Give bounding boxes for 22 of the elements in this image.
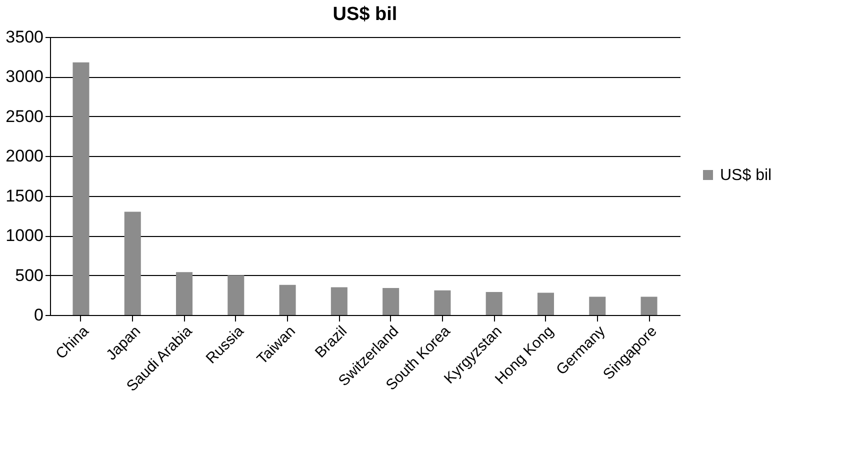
bar	[228, 275, 244, 315]
bar	[640, 296, 658, 315]
bar	[279, 284, 296, 315]
bar	[589, 296, 606, 315]
y-tick-label: 1000	[6, 226, 44, 246]
y-tick-label: 3000	[6, 67, 44, 86]
y-tick-label: 1500	[6, 186, 44, 206]
bar	[382, 288, 400, 315]
y-tick-label: 0	[34, 306, 44, 324]
bar	[124, 212, 141, 315]
legend-label: US$ bil	[720, 167, 772, 184]
bar	[72, 62, 90, 315]
bar	[176, 272, 193, 315]
y-tick-label: 3500	[6, 28, 44, 46]
bar	[486, 292, 502, 315]
bar	[434, 290, 451, 315]
y-tick-label: 2000	[6, 146, 44, 166]
bar	[537, 292, 554, 315]
y-tick-label: 2500	[6, 106, 44, 126]
bar	[330, 287, 348, 315]
y-tick-label: 500	[15, 266, 44, 285]
chart-title: US$ bil	[332, 4, 398, 25]
